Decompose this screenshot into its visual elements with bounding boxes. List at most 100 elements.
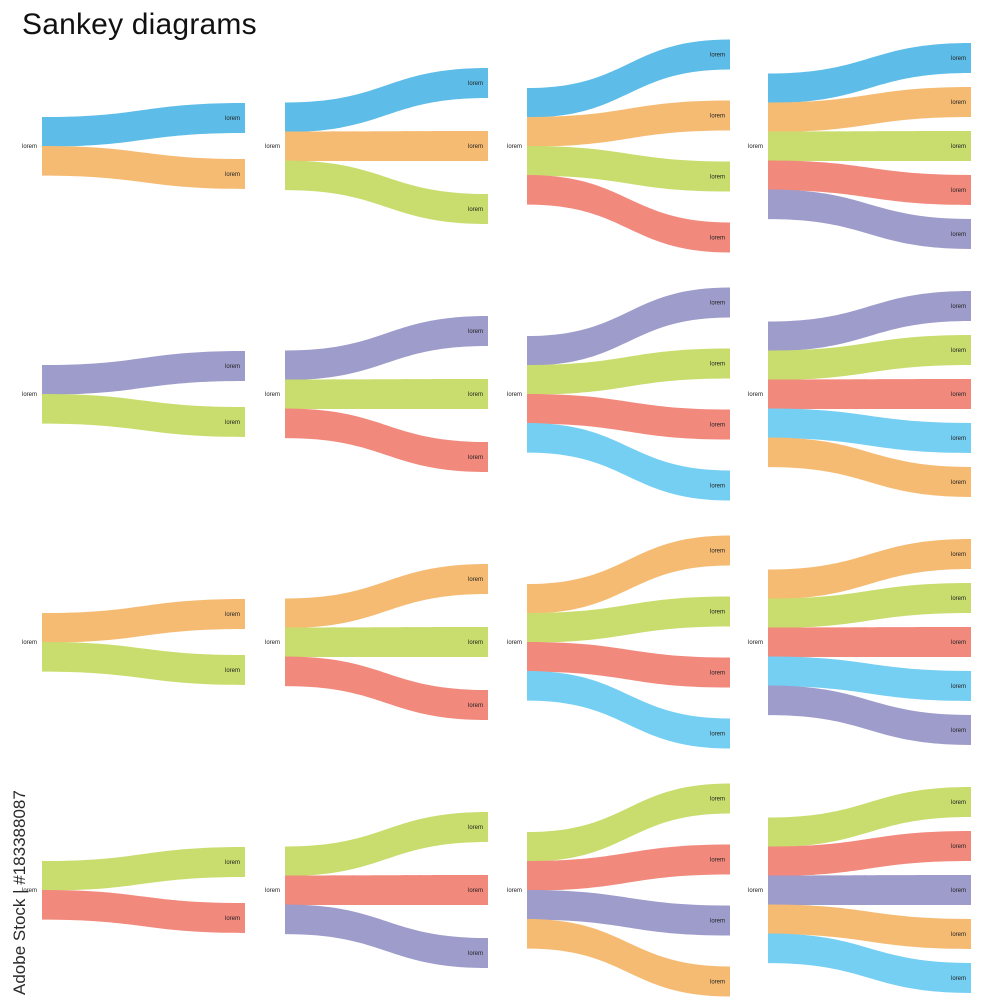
sankey-flow-band (285, 68, 488, 133)
sankey-flow-band (527, 844, 730, 891)
source-node-label: lorem (265, 392, 280, 398)
flow-target-label: lorem (468, 703, 483, 709)
sankey-flow-band (768, 437, 971, 497)
flow-target-label: lorem (710, 732, 725, 738)
sankey-flow-band (42, 351, 245, 395)
sankey-flow-band (768, 933, 971, 993)
sankey-flow-band (285, 627, 488, 658)
flow-target-label: lorem (225, 860, 240, 866)
sankey-flow-band (42, 599, 245, 643)
sankey-diagram: lorem lorem lorem lorem lorem lorem (748, 43, 971, 249)
sankey-flow-band (285, 904, 488, 968)
sankey-flow-band (527, 146, 730, 192)
flow-target-label: lorem (951, 888, 966, 894)
sankey-diagram: lorem lorem lorem (22, 599, 245, 685)
sankey-flow-band (527, 890, 730, 936)
sankey-flow-band (285, 408, 488, 472)
sankey-flow-band (527, 394, 730, 440)
flow-target-label: lorem (225, 916, 240, 922)
sankey-diagram: lorem lorem lorem lorem (265, 564, 488, 720)
sankey-flow-band (527, 783, 730, 862)
flow-target-label: lorem (468, 81, 483, 87)
sankey-flow-band (768, 875, 971, 906)
flow-target-label: lorem (951, 188, 966, 194)
source-node-label: lorem (22, 392, 37, 398)
sankey-diagram: lorem lorem lorem lorem lorem (507, 39, 730, 253)
source-node-label: lorem (507, 144, 522, 150)
sankey-flow-band (527, 596, 730, 643)
sankey-flow-band (285, 564, 488, 629)
sankey-flow-band (285, 316, 488, 381)
sankey-flow-band (768, 131, 971, 162)
sankey-diagram: lorem lorem lorem lorem lorem (507, 783, 730, 997)
flow-target-label: lorem (468, 888, 483, 894)
flow-target-label: lorem (951, 348, 966, 354)
sankey-flow-band (768, 189, 971, 249)
sankey-diagram: lorem lorem lorem (22, 351, 245, 437)
sankey-flow-band (768, 408, 971, 453)
sankey-diagram: lorem lorem lorem lorem lorem (507, 287, 730, 501)
flow-target-label: lorem (225, 364, 240, 370)
sankey-diagram: lorem lorem lorem (22, 847, 245, 933)
flow-target-label: lorem (951, 552, 966, 558)
sankey-diagram: lorem lorem lorem lorem (265, 316, 488, 472)
flow-target-label: lorem (468, 455, 483, 461)
sankey-flow-band (768, 291, 971, 352)
sankey-flow-band (768, 656, 971, 701)
sankey-flow-band (768, 160, 971, 205)
flow-target-label: lorem (468, 825, 483, 831)
flow-target-label: lorem (951, 144, 966, 150)
flow-target-label: lorem (710, 484, 725, 490)
source-node-label: lorem (507, 888, 522, 894)
sankey-flow-band (768, 831, 971, 877)
flow-target-label: lorem (951, 844, 966, 850)
sankey-flow-band (285, 812, 488, 877)
sankey-flow-band (42, 146, 245, 189)
flow-target-label: lorem (225, 668, 240, 674)
flow-target-label: lorem (951, 480, 966, 486)
sankey-flow-band (768, 787, 971, 848)
flow-target-label: lorem (951, 932, 966, 938)
sankey-flow-band (768, 627, 971, 658)
source-node-label: lorem (22, 888, 37, 894)
sankey-flow-band (768, 87, 971, 133)
flow-target-label: lorem (951, 684, 966, 690)
source-node-label: lorem (22, 144, 37, 150)
flow-target-label: lorem (710, 919, 725, 925)
flow-target-label: lorem (225, 172, 240, 178)
sankey-flow-band (42, 394, 245, 437)
flow-target-label: lorem (951, 728, 966, 734)
flow-target-label: lorem (951, 976, 966, 982)
sankey-diagram: lorem lorem lorem lorem lorem lorem (748, 539, 971, 745)
sankey-flow-band (768, 43, 971, 104)
flow-target-label: lorem (710, 549, 725, 555)
flow-target-label: lorem (710, 797, 725, 803)
sankey-flow-band (527, 423, 730, 501)
stock-watermark-id: Adobe Stock | #183388087 (10, 790, 29, 995)
sankey-flow-band (527, 348, 730, 395)
source-node-label: lorem (507, 392, 522, 398)
flow-target-label: lorem (468, 207, 483, 213)
flow-target-label: lorem (468, 640, 483, 646)
flow-target-label: lorem (951, 232, 966, 238)
flow-target-label: lorem (710, 671, 725, 677)
flow-target-label: lorem (710, 362, 725, 368)
sankey-diagram: lorem lorem lorem lorem lorem lorem (748, 291, 971, 497)
page-title: Sankey diagrams (22, 8, 257, 41)
flow-target-label: lorem (468, 329, 483, 335)
sankey-flow-band (527, 175, 730, 253)
sankey-diagram: lorem lorem lorem lorem lorem lorem (748, 787, 971, 993)
sankey-flow-band (527, 535, 730, 614)
sankey-flow-band (285, 656, 488, 720)
flow-target-label: lorem (951, 56, 966, 62)
source-node-label: lorem (265, 640, 280, 646)
sankey-flow-band (768, 583, 971, 629)
sankey-flow-band (527, 919, 730, 997)
flow-target-label: lorem (468, 392, 483, 398)
sankey-flow-band (42, 642, 245, 685)
flow-target-label: lorem (225, 116, 240, 122)
sankey-diagram: lorem lorem lorem lorem (265, 68, 488, 224)
sankey-flow-band (768, 539, 971, 600)
sankey-flow-band (42, 890, 245, 933)
